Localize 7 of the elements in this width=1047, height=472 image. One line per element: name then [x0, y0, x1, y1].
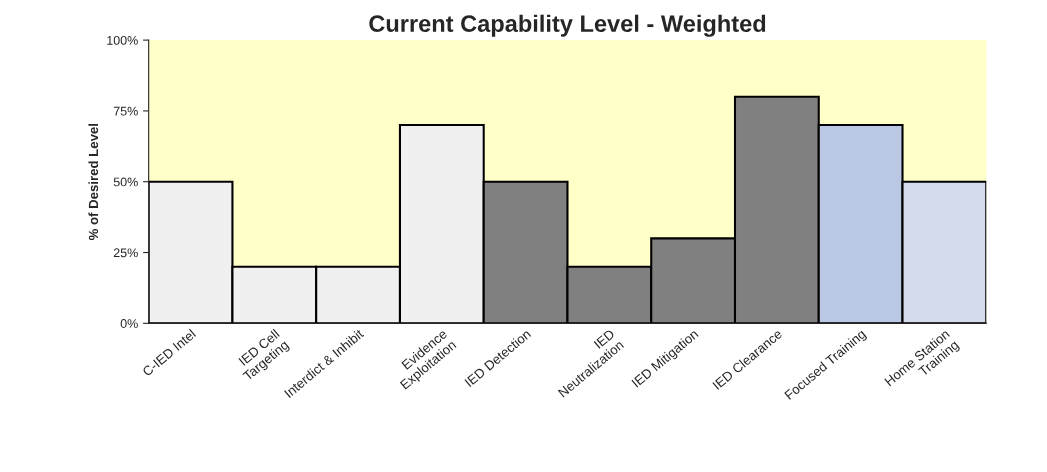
y-tick-label: 75% — [113, 106, 138, 116]
y-tick-label: 0% — [120, 319, 138, 328]
chart-title: Current Capability Level - Weighted — [369, 14, 766, 37]
y-axis-title: % of Desired Level — [88, 123, 99, 241]
y-tick-label: 50% — [113, 177, 138, 187]
y-tick-label: 25% — [113, 248, 138, 258]
y-tick-label: 100% — [107, 35, 138, 45]
